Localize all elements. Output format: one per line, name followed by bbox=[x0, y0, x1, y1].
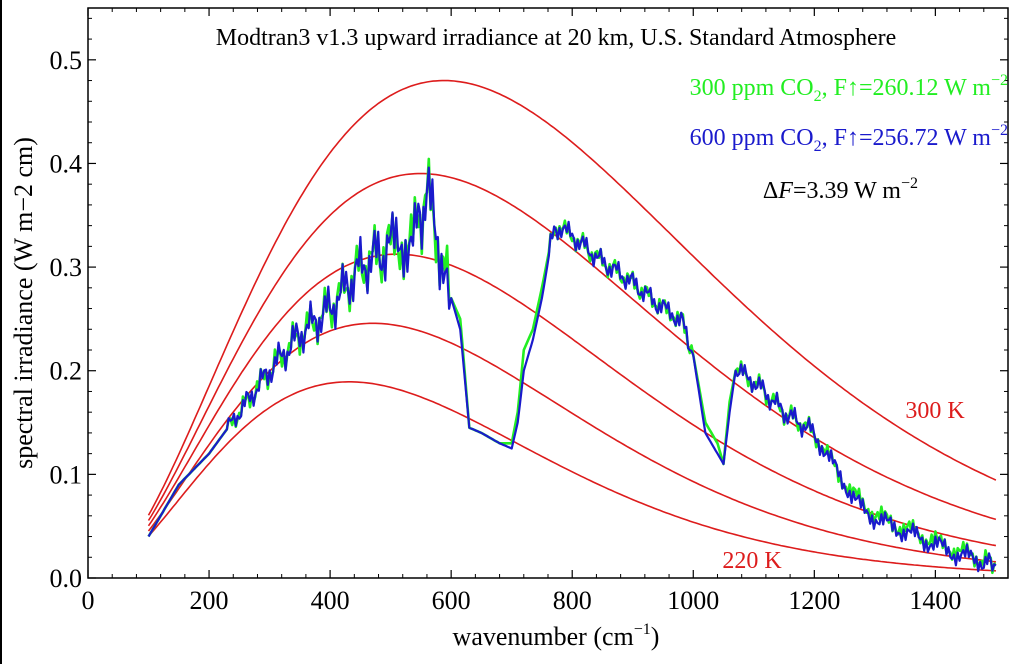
axes-layer: 0 200 400 600 800 1000 1200 1400 0.0 0.1 0.2 0.3 0.4… bbox=[50, 7, 1009, 615]
x-axis-title-main: wavenumber (cm bbox=[453, 622, 634, 651]
x-tick-label-1000: 1000 bbox=[667, 586, 719, 615]
legend-green: 300 ppm CO2, F↑=260.12 W m−2 bbox=[690, 72, 1008, 105]
legend-green-sup: −2 bbox=[991, 72, 1008, 89]
planck-curve-260k bbox=[147, 253, 997, 547]
legend-blue-mid: , F↑=256.72 W m bbox=[822, 125, 992, 151]
legend-delta-sup: −2 bbox=[901, 175, 918, 192]
x-tick-label-1400: 1400 bbox=[909, 586, 961, 615]
y-axis-title: spectral irradiance (W m−2 cm) bbox=[9, 137, 38, 469]
x-axis-title-close: ) bbox=[651, 622, 660, 651]
x-axis-title: wavenumber (cm−1) bbox=[453, 621, 660, 651]
planck-curve-220k bbox=[147, 381, 996, 572]
legend-blue-sub: 2 bbox=[814, 138, 822, 155]
y-tick-label-4: 0.4 bbox=[50, 149, 83, 178]
legend-delta-F: F bbox=[777, 178, 793, 204]
x-tick-label-600: 600 bbox=[432, 586, 471, 615]
legend-blue-sup: −2 bbox=[991, 122, 1008, 139]
series-600ppm bbox=[147, 166, 997, 573]
label-300k: 300 K bbox=[905, 398, 965, 424]
legend-delta: ΔF=3.39 W m−2 bbox=[763, 175, 918, 204]
x-tick-label-200: 200 bbox=[190, 586, 229, 615]
x-tick-label-1200: 1200 bbox=[788, 586, 840, 615]
y-tick-label-5: 0.5 bbox=[50, 46, 83, 75]
chart-title: Modtran3 v1.3 upward irradiance at 20 km… bbox=[216, 25, 897, 51]
x-tick-label-400: 400 bbox=[311, 586, 350, 615]
y-tick-label-0: 0.0 bbox=[50, 564, 83, 593]
y-tick-label-1: 0.1 bbox=[50, 460, 83, 489]
legend-green-pre: 300 ppm CO bbox=[690, 75, 814, 101]
x-tick-label-0: 0 bbox=[82, 586, 95, 615]
legend-green-mid: , F↑=260.12 W m bbox=[822, 75, 992, 101]
planck-curve-280k bbox=[147, 172, 997, 521]
legend-blue-pre: 600 ppm CO bbox=[690, 125, 814, 151]
y-tick-label-3: 0.3 bbox=[50, 253, 83, 282]
x-tick-label-800: 800 bbox=[553, 586, 592, 615]
curves-layer bbox=[147, 79, 997, 575]
legend-delta-mid: =3.39 W m bbox=[793, 178, 901, 204]
y-tick-label-2: 0.2 bbox=[50, 357, 83, 386]
legend-blue: 600 ppm CO2, F↑=256.72 W m−2 bbox=[690, 122, 1008, 155]
legend-delta-symbol: Δ bbox=[763, 178, 778, 204]
legend-green-sub: 2 bbox=[814, 88, 822, 105]
planck-curve-300k bbox=[147, 79, 997, 516]
x-axis-title-sup: −1 bbox=[634, 621, 651, 638]
label-220k: 220 K bbox=[722, 548, 782, 574]
